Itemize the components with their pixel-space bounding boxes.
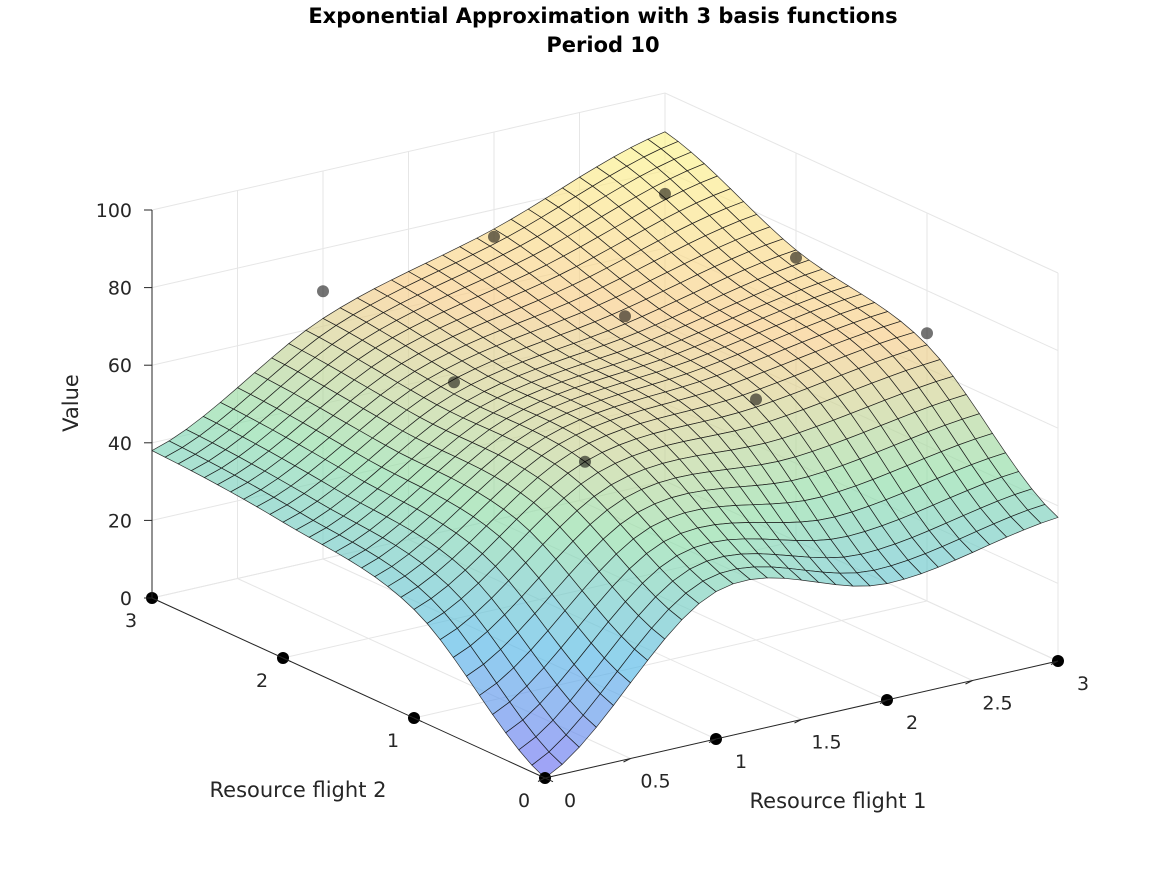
chart-title: Exponential Approximation with 3 basis f… <box>308 4 897 28</box>
sample-point-marker <box>790 251 802 264</box>
y-tick-label: 1 <box>387 730 399 752</box>
z-tick-label: 60 <box>108 355 132 377</box>
sample-point-marker <box>659 187 671 200</box>
y-tick-mark <box>413 717 423 723</box>
sample-point-marker <box>579 455 591 468</box>
y-axis-label: Resource flight 2 <box>210 778 387 802</box>
y-tick-mark <box>282 657 292 663</box>
sample-point-marker <box>448 376 460 389</box>
surface-mesh <box>151 131 1059 779</box>
x-tick-mark <box>537 777 546 782</box>
x-tick-label: 0 <box>564 790 576 812</box>
sample-point-marker <box>317 285 329 298</box>
sample-point-marker <box>488 230 500 243</box>
x-tick-label: 2.5 <box>982 693 1012 715</box>
surface-cell <box>531 751 563 779</box>
x-tick-label: 1 <box>735 751 747 773</box>
z-tick-label: 80 <box>108 278 132 300</box>
y-tick-label: 0 <box>518 790 530 812</box>
y-tick-mark <box>544 777 554 783</box>
sample-point-marker <box>750 393 762 406</box>
x-tick-label: 1.5 <box>811 732 841 754</box>
x-axis-label: Resource flight 1 <box>750 789 927 813</box>
x-tick-mark <box>1050 660 1059 665</box>
z-tick-label: 20 <box>108 510 132 532</box>
x-tick-label: 2 <box>906 712 918 734</box>
y-axis-line <box>151 597 546 779</box>
x-tick-label: 3 <box>1077 673 1089 695</box>
z-axis-label: Value <box>59 374 83 432</box>
z-tick-label: 40 <box>108 433 132 455</box>
x-tick-mark <box>879 699 888 704</box>
x-tick-mark <box>623 758 631 763</box>
sample-point-marker <box>921 327 933 340</box>
y-tick-mark <box>151 597 161 603</box>
z-tick-label: 100 <box>96 200 132 222</box>
chart-subtitle: Period 10 <box>546 33 659 57</box>
z-tick-label: 0 <box>120 588 132 610</box>
y-tick-label: 2 <box>256 670 268 692</box>
sample-point-marker <box>619 310 631 323</box>
x-tick-label: 0.5 <box>640 771 670 793</box>
y-tick-label: 3 <box>125 610 137 632</box>
x-tick-mark <box>794 719 802 724</box>
x-tick-mark <box>708 738 717 743</box>
x-tick-mark <box>965 680 973 685</box>
